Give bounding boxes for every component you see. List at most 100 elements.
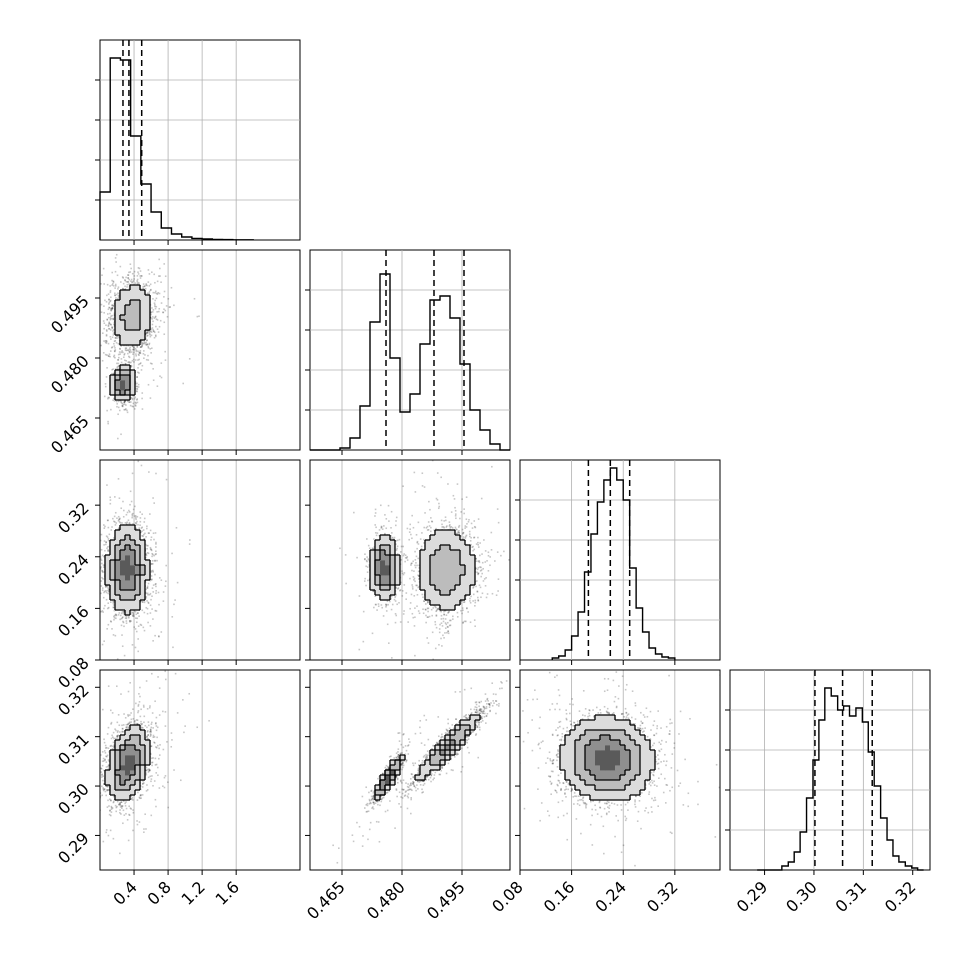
sample-point [136, 376, 138, 379]
sample-point [151, 307, 153, 309]
sample-point [122, 620, 124, 623]
sample-point [100, 566, 102, 568]
sample-point [135, 402, 137, 404]
density-bin [130, 385, 136, 391]
sample-point [162, 600, 165, 602]
sample-point [87, 528, 89, 530]
density-bin [120, 340, 126, 346]
sample-point [118, 334, 120, 337]
sample-point [146, 525, 148, 528]
sample-point [117, 353, 120, 356]
sample-point [148, 290, 151, 293]
sample-point [130, 611, 133, 613]
sample-point [142, 342, 144, 345]
sample-point [132, 346, 135, 348]
sample-point [130, 500, 133, 503]
sample-point [121, 350, 123, 352]
sample-point [111, 628, 113, 630]
sample-point [134, 646, 137, 649]
sample-point [100, 303, 103, 306]
sample-point [168, 306, 171, 308]
sample-point [117, 365, 120, 368]
sample-point [109, 285, 111, 287]
sample-point [136, 515, 139, 518]
sample-point [152, 291, 155, 294]
sample-point [100, 548, 103, 551]
sample-point [193, 297, 196, 300]
density-bin [120, 305, 126, 311]
sample-point [121, 645, 124, 648]
sample-point [159, 267, 161, 270]
sample-point [137, 638, 139, 640]
sample-point [151, 327, 154, 329]
sample-point [107, 324, 110, 327]
density-bin [140, 320, 146, 326]
sample-point [122, 621, 125, 624]
sample-point [135, 630, 138, 633]
sample-point [141, 534, 143, 537]
density-bin [135, 295, 141, 301]
sample-point [105, 334, 108, 337]
sample-point [108, 588, 110, 591]
sample-point [102, 352, 105, 354]
sample-point [111, 336, 114, 339]
sample-point [154, 583, 157, 586]
sample-point [136, 390, 138, 393]
sample-point [166, 315, 169, 318]
density-bin [120, 295, 126, 301]
sample-point [144, 342, 146, 344]
sample-point [129, 346, 131, 349]
sample-point [112, 317, 114, 320]
sample-point [97, 319, 99, 321]
density-bin [110, 390, 116, 396]
density-bin [115, 300, 121, 306]
sample-point [105, 339, 108, 342]
sample-point [132, 348, 134, 351]
sample-point [146, 339, 148, 342]
sample-point [133, 270, 136, 273]
sample-point [156, 311, 158, 313]
sample-point [149, 612, 152, 614]
sample-point [114, 292, 116, 295]
sample-point [146, 600, 148, 602]
sample-point [130, 620, 132, 622]
sample-point [143, 611, 146, 614]
sample-point [117, 292, 119, 294]
sample-point [104, 383, 107, 385]
sample-point [146, 552, 149, 554]
sample-point [145, 553, 148, 555]
sample-point [155, 589, 157, 592]
sample-point [140, 624, 143, 627]
sample-point [134, 347, 137, 350]
sample-point [136, 385, 138, 388]
density-bin [115, 305, 121, 311]
sample-point [50, 723, 52, 725]
sample-point [103, 540, 106, 542]
sample-point [112, 318, 115, 320]
sample-point [96, 282, 98, 284]
sample-point [110, 620, 112, 623]
sample-point [150, 549, 153, 552]
sample-point [133, 347, 135, 349]
sample-point [108, 327, 110, 330]
hist-panel-2-histogram [310, 273, 510, 451]
sample-point [107, 550, 110, 552]
density-bin [130, 380, 136, 386]
sample-point [141, 392, 144, 394]
sample-point [113, 340, 116, 343]
sample-point [138, 358, 141, 361]
sample-point [114, 283, 117, 286]
sample-point [148, 471, 150, 473]
sample-point [98, 602, 100, 604]
density-bin [135, 325, 141, 331]
sample-point [120, 433, 122, 436]
sample-point [132, 523, 134, 525]
sample-point [125, 347, 128, 349]
sample-point [123, 403, 126, 406]
density-bin [140, 300, 146, 306]
sample-point [147, 269, 150, 271]
sample-point [151, 587, 154, 589]
sample-point [137, 353, 140, 356]
density-bin [125, 370, 131, 376]
sample-point [112, 280, 115, 283]
